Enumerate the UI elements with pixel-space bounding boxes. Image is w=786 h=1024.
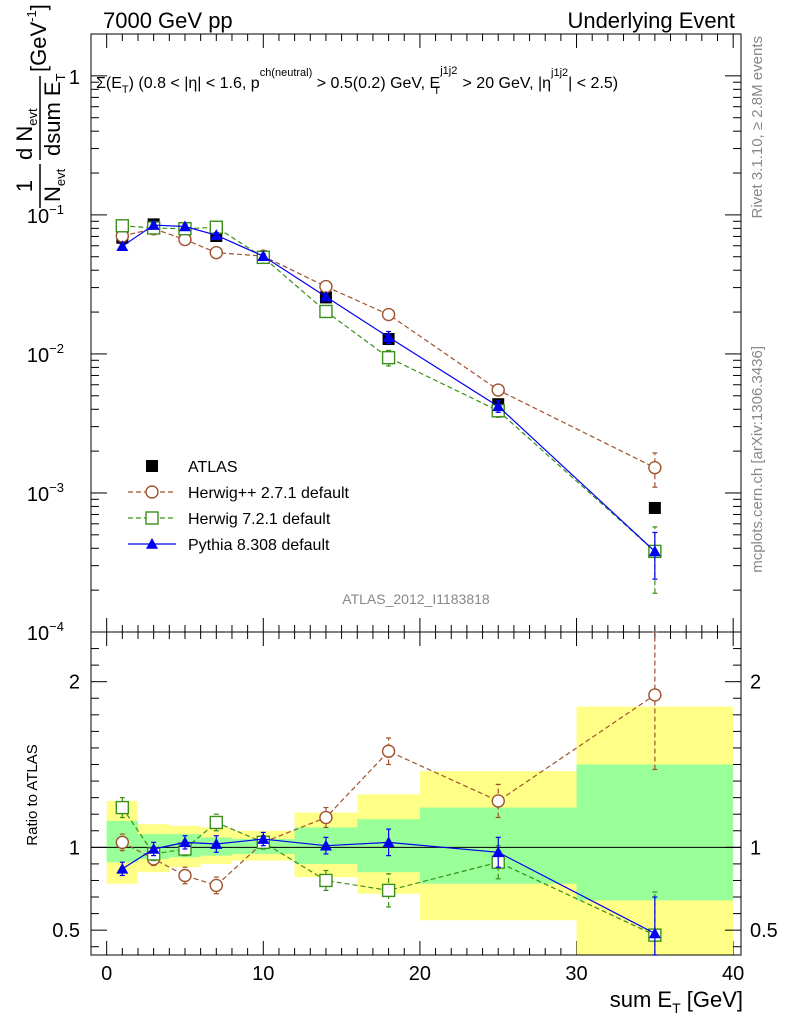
svg-text:1: 1 xyxy=(12,180,37,192)
data-point xyxy=(319,839,332,851)
ratio-y-tick-label-right: 2 xyxy=(750,672,761,694)
data-point xyxy=(209,878,224,893)
ratio-y-tick-label-right: 1 xyxy=(750,837,761,859)
header-right-label: Underlying Event xyxy=(567,8,735,33)
data-point xyxy=(381,307,396,322)
data-point xyxy=(115,800,130,815)
ratio-y-tick-label: 1 xyxy=(69,837,80,859)
data-point xyxy=(381,350,396,365)
legend: ATLAS Herwig++ 2.7.1 default Herwig 7.2.1 … xyxy=(128,459,350,554)
legend-item: ATLAS xyxy=(146,459,238,476)
y-tick-label: 10−4 xyxy=(27,619,64,645)
main-plot-title: Σ(ET) (0.8 < |η| < 1.6, pch(neutral) > 0… xyxy=(96,65,618,97)
ratio-uncertainty-bands xyxy=(106,706,734,955)
data-point xyxy=(178,220,191,232)
main-y-axis-label: 1 Nevt d Nevt dsum ET [GeV-1] xyxy=(12,4,68,208)
data-point xyxy=(209,245,224,260)
data-point xyxy=(257,250,270,261)
data-point xyxy=(116,240,129,252)
data-point xyxy=(492,846,505,858)
data-point xyxy=(648,460,662,475)
svg-text:Nevt: Nevt xyxy=(40,168,68,202)
y-tick-label: 1 xyxy=(69,67,80,89)
svg-text:dsum ET: dsum ET xyxy=(40,73,68,156)
x-tick-label: 30 xyxy=(565,963,587,985)
main-series-group xyxy=(115,218,662,594)
data-point xyxy=(116,862,129,874)
data-point xyxy=(492,400,505,412)
mcplots-label: mcplots.cern.ch [arXiv:1306.3436] xyxy=(749,346,766,573)
data-point xyxy=(146,538,158,549)
data-point xyxy=(257,833,270,844)
green-band xyxy=(576,764,734,901)
analysis-watermark: ATLAS_2012_I1183818 xyxy=(342,591,490,607)
main-panel: 1 10−1 10−2 10−3 10−4 xyxy=(27,33,742,955)
data-point xyxy=(382,331,395,342)
data-point xyxy=(382,836,395,848)
legend-item: Pythia 8.308 default xyxy=(128,537,330,554)
data-point xyxy=(147,219,160,230)
data-point xyxy=(319,290,332,302)
data-point xyxy=(381,883,396,898)
series-line xyxy=(121,224,656,552)
ratio-y-tick-label: 2 xyxy=(69,672,80,694)
x-tick-label: 20 xyxy=(409,963,431,985)
data-point xyxy=(491,794,505,808)
data-point xyxy=(648,688,662,702)
x-axis-label: sum ET [GeV] xyxy=(610,987,743,1016)
header-left-label: 7000 GeV pp xyxy=(103,8,233,33)
data-point xyxy=(115,219,130,233)
data-point xyxy=(648,545,661,557)
data-point xyxy=(147,842,160,854)
data-point xyxy=(178,868,192,883)
svg-text:[GeV-1]: [GeV-1] xyxy=(24,4,51,72)
data-point xyxy=(648,501,661,514)
data-point xyxy=(145,511,159,525)
legend-item: Herwig++ 2.7.1 default xyxy=(128,485,350,502)
series-pythia-8-308-default xyxy=(116,219,661,580)
data-point xyxy=(491,383,505,397)
rivet-version-label: Rivet 3.1.10, ≥ 2.8M events xyxy=(749,36,766,219)
legend-label: Herwig++ 2.7.1 default xyxy=(188,485,350,502)
x-tick-label: 10 xyxy=(252,963,274,985)
legend-label: Pythia 8.308 default xyxy=(188,537,330,554)
series-line xyxy=(122,225,656,552)
data-point xyxy=(319,873,333,888)
y-tick-label: 10−2 xyxy=(27,341,64,367)
data-point xyxy=(145,485,159,499)
data-point xyxy=(210,229,223,240)
ratio-panel: 0 10 20 30 40 0.5 0.5 1 1 2 2 xyxy=(52,631,778,985)
x-tick-label: 0 xyxy=(101,963,112,985)
data-point xyxy=(115,835,130,850)
data-point xyxy=(319,304,333,319)
series-pythia-8-308-default xyxy=(116,828,661,956)
legend-label: Herwig 7.2.1 default xyxy=(188,511,331,528)
data-point xyxy=(319,810,333,825)
ratio-y-tick-label-right: 0.5 xyxy=(750,920,778,942)
series-line xyxy=(122,228,656,469)
y-tick-label: 10−3 xyxy=(27,480,64,506)
legend-item: Herwig 7.2.1 default xyxy=(128,511,331,528)
y-tick-label: 10−1 xyxy=(27,202,64,228)
data-point xyxy=(178,836,191,848)
ratio-frame xyxy=(90,631,742,956)
ratio-series-group xyxy=(115,631,662,956)
legend-label: ATLAS xyxy=(188,459,238,476)
data-point xyxy=(209,815,224,830)
data-point xyxy=(146,460,158,472)
ratio-y-tick-label: 0.5 xyxy=(52,920,80,942)
data-point xyxy=(648,927,661,939)
x-tick-label: 40 xyxy=(722,963,744,985)
data-point xyxy=(210,838,223,849)
data-point xyxy=(381,744,396,758)
ratio-y-axis-label: Ratio to ATLAS xyxy=(24,744,41,845)
svg-text:d Nevt: d Nevt xyxy=(12,108,40,160)
